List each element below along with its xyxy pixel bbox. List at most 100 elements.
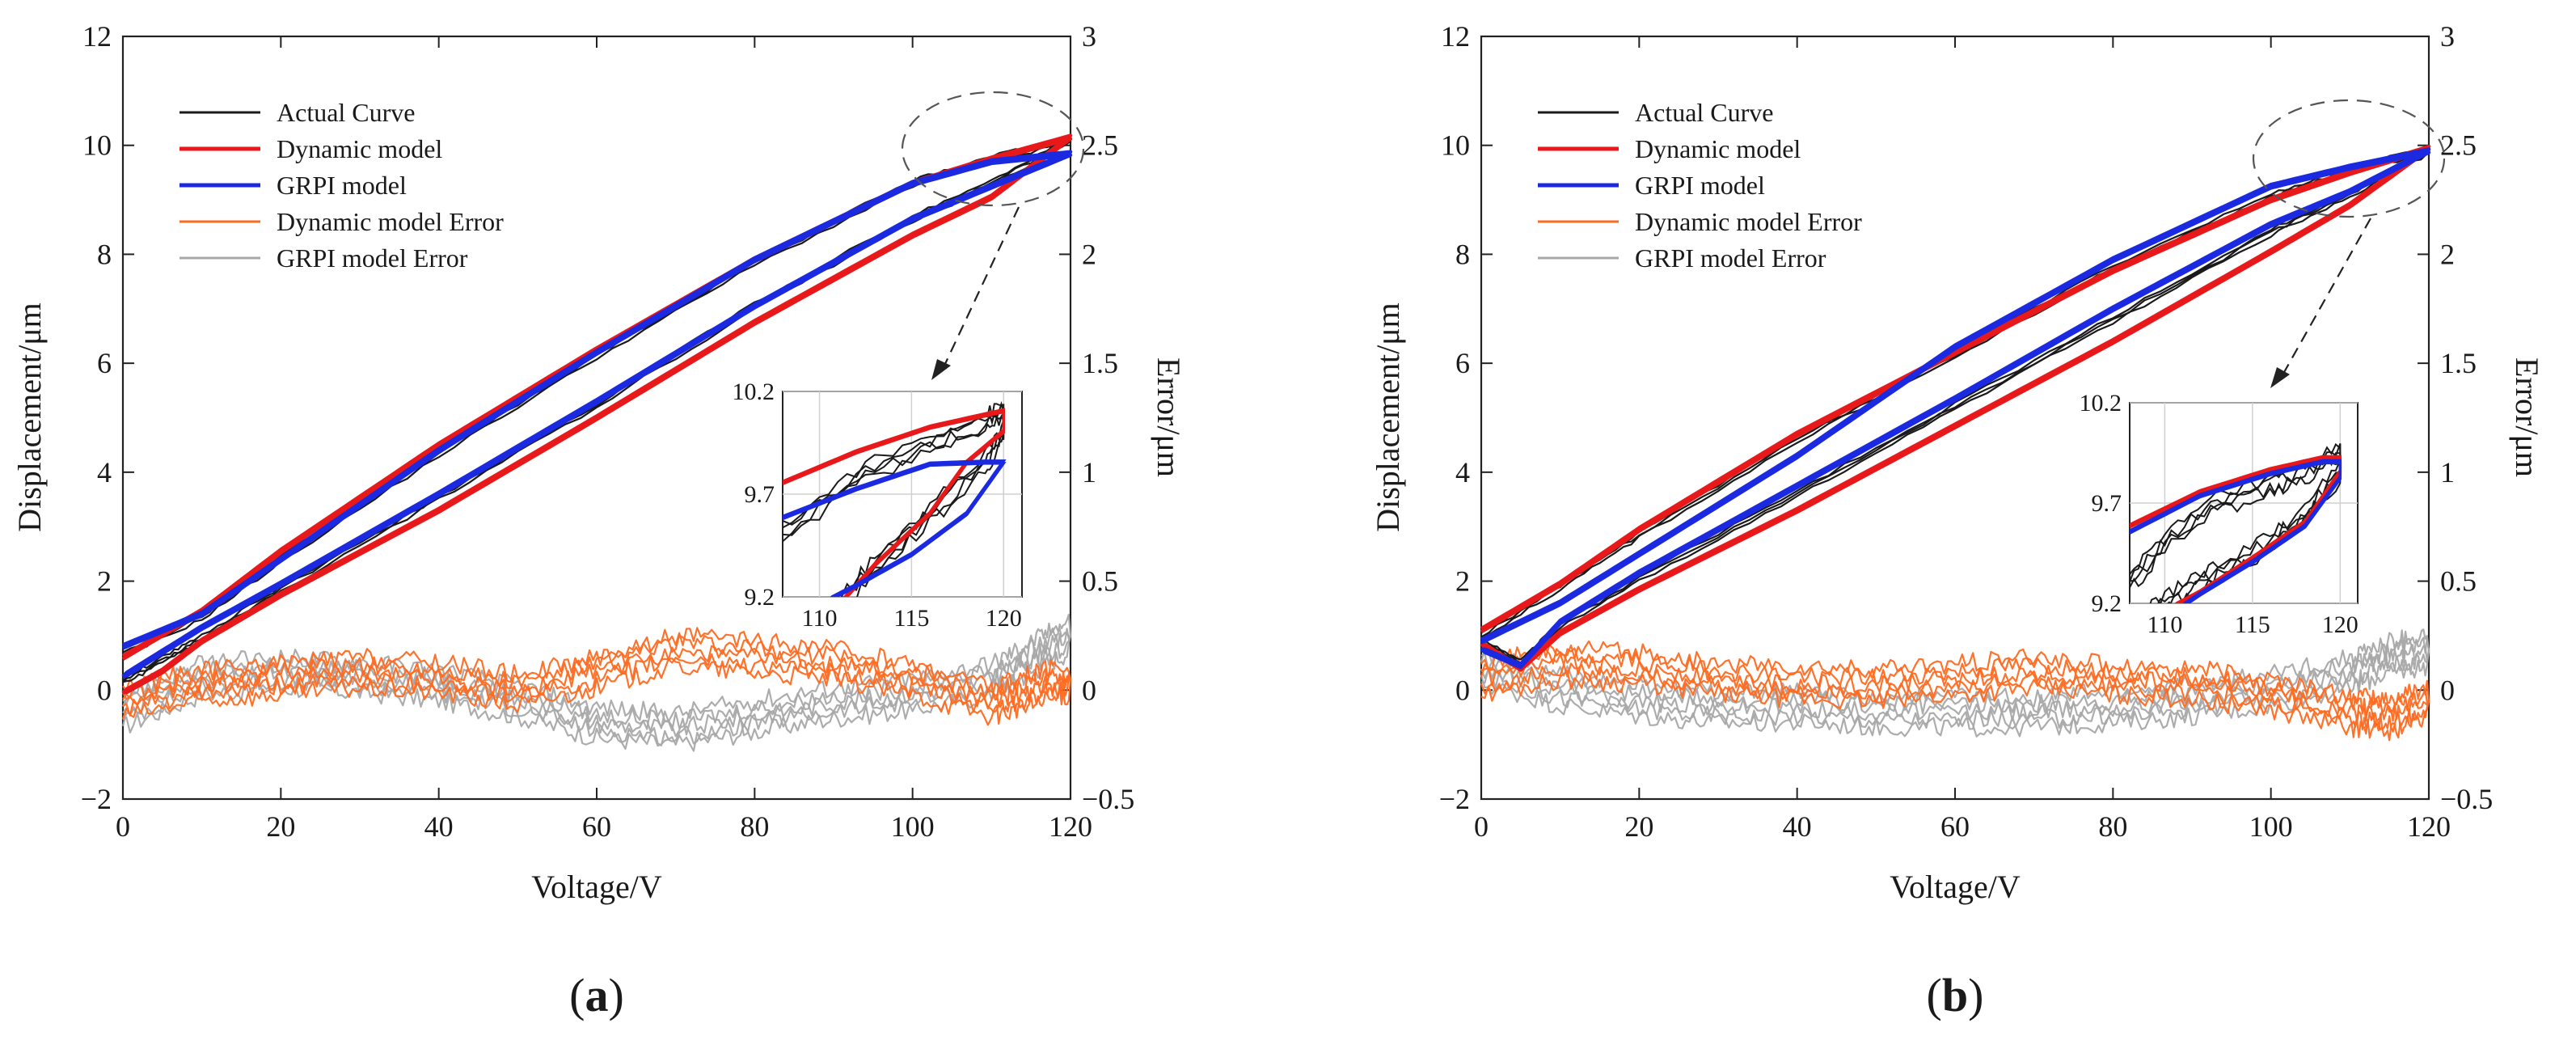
y-right-tick-label: 2: [1082, 238, 1096, 270]
y-right-tick-label: 0: [1082, 674, 1096, 706]
inset: 110 115 120 9.2 9.7 10.2: [2080, 390, 2359, 638]
x-tick-label: 0: [1474, 810, 1489, 843]
inset-x-tick-label: 110: [802, 605, 838, 632]
x-tick-label: 100: [2249, 810, 2293, 843]
legend-label-dynamic-error: Dynamic model Error: [1635, 207, 1862, 236]
inset-series: [783, 400, 1007, 597]
y-axis-right: −0.5 0 0.5 1 1.5 2 2.5 3: [1059, 20, 1134, 815]
inset-y-tick-label: 10.2: [733, 378, 775, 405]
inset-x-tick-label: 115: [2235, 611, 2270, 638]
y-right-tick-label: 0.5: [1082, 565, 1118, 598]
series-line-dynamic-model-error: [1480, 640, 2430, 708]
y-right-tick-label: −0.5: [2440, 783, 2493, 815]
inset-series-line-grpi-model: [783, 462, 1007, 597]
y-right-tick-label: −0.5: [1082, 783, 1134, 815]
y-right-tick-label: 3: [1082, 20, 1096, 53]
y-tick-label: 8: [1455, 238, 1470, 270]
x-tick-label: 60: [582, 810, 611, 843]
y-tick-label: 0: [1455, 674, 1470, 706]
zoom-arrow: [2283, 218, 2371, 374]
series-line-dynamic-model: [121, 133, 1073, 695]
panel-label-close: ): [1968, 969, 1983, 1021]
panel-label-letter: a: [585, 969, 609, 1021]
series-line-dynamic-model: [1480, 147, 2431, 672]
x-tick-label: 80: [2098, 810, 2127, 843]
inset: 110 115 120 9.2 9.7 10.2: [733, 378, 1023, 632]
series-line-grpi-model: [121, 150, 1073, 678]
y-tick-label: −2: [1439, 783, 1470, 815]
y-tick-label: 2: [97, 565, 112, 598]
y-axis-right: −0.5 0 0.5 1 1.5 2 2.5 3: [2418, 20, 2493, 815]
legend-label-actual: Actual Curve: [277, 98, 416, 127]
plot-series: [121, 133, 1073, 752]
x-axis-label: Voltage/V: [1890, 869, 2021, 905]
y-right-tick-label: 1.5: [1082, 347, 1118, 379]
inset-series-line-dynamic-model: [783, 410, 1005, 597]
y-right-tick-label: 0: [2440, 674, 2455, 706]
legend-label-dynamic: Dynamic model: [1635, 134, 1801, 163]
x-tick-label: 100: [891, 810, 935, 843]
zoom-arrow-head: [2270, 367, 2290, 388]
zoom-ellipse: [901, 91, 1085, 207]
legend: Actual Curve Dynamic model GRPI model Dy…: [179, 98, 504, 273]
y-tick-label: 6: [1455, 347, 1470, 379]
series-line-dynamic-model-error: [1480, 647, 2430, 716]
panel-label-close: ): [609, 969, 624, 1021]
legend-label-grpi-error: GRPI model Error: [277, 243, 468, 273]
inset-series: [2130, 442, 2342, 603]
y-tick-label: 12: [1441, 20, 1470, 53]
x-tick-label: 20: [266, 810, 295, 843]
zoom-arrow: [944, 206, 1020, 366]
series-line-grpi-model-error: [1480, 650, 2430, 738]
plot-series: [1480, 144, 2431, 742]
inset-y-tick-label: 9.7: [2092, 490, 2122, 517]
series-line-dynamic-model-error: [122, 627, 1072, 695]
y-right-tick-label: 2.5: [1082, 129, 1118, 162]
inset-y-tick-label: 10.2: [2080, 390, 2122, 417]
x-axis: 0 20 40 60 80 100 120: [1474, 36, 2451, 843]
y-axis-right-label: Error/μm: [2509, 357, 2545, 477]
inset-ticks: 110 115 120 9.2 9.7 10.2: [733, 378, 1022, 632]
y-tick-label: 12: [82, 20, 112, 53]
y-axis-right-label: Error/μm: [1151, 357, 1187, 477]
legend-label-grpi-error: GRPI model Error: [1635, 243, 1826, 273]
panel-label-a: (a): [569, 969, 624, 1021]
inset-y-tick-label: 9.2: [2092, 590, 2122, 617]
y-tick-label: 6: [97, 347, 112, 379]
y-right-tick-label: 1: [2440, 456, 2455, 488]
zoom-arrow-head: [931, 359, 951, 380]
legend-label-dynamic: Dynamic model: [277, 134, 442, 163]
series-line-grpi-model: [1480, 147, 2431, 666]
y-axis-label: Displacement/μm: [11, 302, 48, 532]
series-line-grpi-model: [1480, 150, 2431, 670]
y-tick-label: 10: [1441, 129, 1470, 162]
series-line-dynamic-model-error: [1480, 653, 2430, 723]
x-tick-label: 40: [1783, 810, 1812, 843]
y-tick-label: 4: [1455, 456, 1470, 488]
inset-grid: [783, 391, 1022, 598]
legend-label-dynamic-error: Dynamic model Error: [277, 207, 504, 236]
y-axis-left: −2 0 2 4 6 8 10 12: [81, 20, 134, 815]
y-right-tick-label: 3: [2440, 20, 2455, 53]
y-right-tick-label: 1.5: [2440, 347, 2477, 379]
y-axis-label: Displacement/μm: [1370, 302, 1406, 532]
inset-x-tick-label: 110: [2147, 611, 2182, 638]
x-axis: 0 20 40 60 80 100 120: [116, 36, 1092, 843]
inset-series-line-grpi-model: [2130, 459, 2342, 603]
y-right-tick-label: 2.5: [2440, 129, 2477, 162]
x-tick-label: 60: [1940, 810, 1970, 843]
y-right-tick-label: 0.5: [2440, 565, 2477, 598]
inset-y-tick-label: 9.7: [745, 481, 775, 508]
inset-series-line-dynamic-model: [783, 408, 1005, 597]
inset-ticks: 110 115 120 9.2 9.7 10.2: [2080, 390, 2359, 638]
x-tick-label: 80: [740, 810, 769, 843]
series-line-grpi-model-error: [1480, 644, 2430, 722]
x-tick-label: 0: [116, 810, 130, 843]
series-line-dynamic-model-error: [122, 634, 1072, 701]
x-axis-label: Voltage/V: [531, 869, 662, 905]
x-tick-label: 40: [424, 810, 454, 843]
panel-label-b: (b): [1927, 969, 1984, 1021]
legend-label-grpi: GRPI model: [1635, 171, 1765, 200]
